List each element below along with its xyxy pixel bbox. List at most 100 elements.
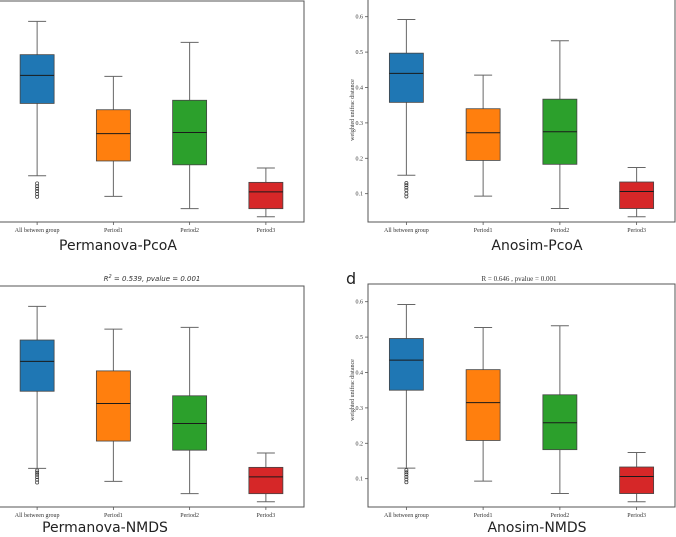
iqr-box [172,395,208,451]
outlier-point [404,470,409,475]
panel-permanova-pcoa: Permanova-PcoA All between group Period1 P… [0,0,305,254]
y-axis-label: weighted unifrac distance [349,79,356,141]
outlier-point [35,191,40,196]
panel-caption: Anosim-PcoA [491,238,583,254]
outlier-point [35,189,40,194]
x-tick-label: Period1 [474,228,493,234]
chart-title: R2 = 0.539, pvalue = 0.001 [104,274,201,283]
plot-area: All between group Period1 Period2 Period3 [0,0,305,234]
box-period1 [465,74,501,197]
box-period3 [248,167,284,218]
iqr-box [542,394,578,451]
panel-caption: Permanova-NMDS [42,520,168,536]
axes-frame [367,0,676,223]
box-all-between-group [19,20,55,199]
x-tick-label: All between group [384,513,429,519]
y-tick-label: 0.6 [356,300,364,306]
box-period2 [172,41,208,210]
outlier-point [404,183,409,188]
outlier-point [35,468,40,473]
outlier-point [35,181,40,186]
box-period3 [619,166,655,218]
y-tick-label: 0.2 [356,156,364,162]
outlier-point [404,185,409,190]
axes-frame [0,285,305,508]
outlier-point [404,480,409,485]
iqr-box [248,181,284,210]
x-tick-label: Period1 [474,513,493,519]
iqr-box [388,338,424,391]
title-r-symbol: R [104,275,109,283]
outlier-point [35,480,40,485]
outlier-point [404,474,409,479]
iqr-box [19,54,55,104]
y-tick-label: 0.1 [356,192,364,198]
outlier-point [404,191,409,196]
title-r-exponent: 2 [108,274,111,280]
axes-frame [367,283,676,508]
box-period2 [172,326,208,495]
box-period3 [248,452,284,503]
outlier-point [404,194,409,199]
outlier-point [35,477,40,482]
iqr-box [388,52,424,103]
panel-anosim-nmds: d R = 0.646 , pvalue = 0.001 weighted un… [346,269,676,536]
box-period1 [95,328,131,482]
y-axis-label: weighted unifrac distance [349,359,356,421]
plot-area: All between group Period1 Period2 Period3 [0,285,305,519]
axes-frame [0,0,305,223]
outlier-point [35,472,40,477]
x-tick-label: Period1 [104,228,123,234]
y-tick-label: 0.4 [356,370,364,376]
title-rest: = 0.539, pvalue = 0.001 [112,275,201,283]
box-period2 [542,325,578,495]
outlier-point [35,475,40,480]
iqr-box [619,466,655,494]
y-tick-label: 0.5 [356,50,364,56]
x-tick-label: Period1 [104,513,123,519]
x-tick-label: Period3 [257,228,276,234]
y-tick-label: 0.3 [356,406,364,412]
x-tick-label: Period2 [180,228,199,234]
box-all-between-group [388,19,424,199]
outlier-point [404,468,409,473]
box-all-between-group [19,305,55,485]
y-tick-label: 0.2 [356,441,364,447]
y-tick-label: 0.4 [356,85,364,91]
y-tick-label: 0.6 [356,15,364,21]
outlier-point [404,477,409,482]
x-tick-label: Period2 [551,228,570,234]
iqr-box [465,369,501,441]
iqr-box [95,370,131,442]
x-tick-label: All between group [384,228,429,234]
outlier-point [35,194,40,199]
box-period1 [465,327,501,482]
y-tick-label: 0.3 [356,121,364,127]
outlier-point [35,184,40,189]
y-tick-label: 0.5 [356,335,364,341]
outlier-point [404,181,409,186]
plot-area: 0.1 0.2 0.3 0.4 0.5 0.6 All between group Perio… [356,283,676,519]
iqr-box [248,466,284,495]
panel-caption: Anosim-NMDS [487,520,586,536]
x-tick-label: Period2 [180,513,199,519]
x-tick-label: Period2 [551,513,570,519]
iqr-box [619,181,655,209]
panel-caption: Permanova-PcoA [59,238,177,254]
box-period1 [95,75,131,197]
y-tick-label: 0.1 [356,477,364,483]
x-tick-label: Period3 [257,513,276,519]
iqr-box [95,109,131,162]
x-tick-label: All between group [15,228,60,234]
box-period3 [619,451,655,503]
x-tick-label: Period3 [627,228,646,234]
chart-title: R = 0.646 , pvalue = 0.001 [482,275,557,283]
x-tick-label: Period3 [627,513,646,519]
box-all-between-group [388,304,424,485]
iqr-box [465,108,501,161]
x-tick-label: All between group [15,513,60,519]
outlier-point [35,186,40,191]
iqr-box [19,339,55,392]
box-period2 [542,40,578,210]
plot-area: 0.1 0.2 0.3 0.4 0.5 0.6 All between group Perio… [356,0,676,234]
